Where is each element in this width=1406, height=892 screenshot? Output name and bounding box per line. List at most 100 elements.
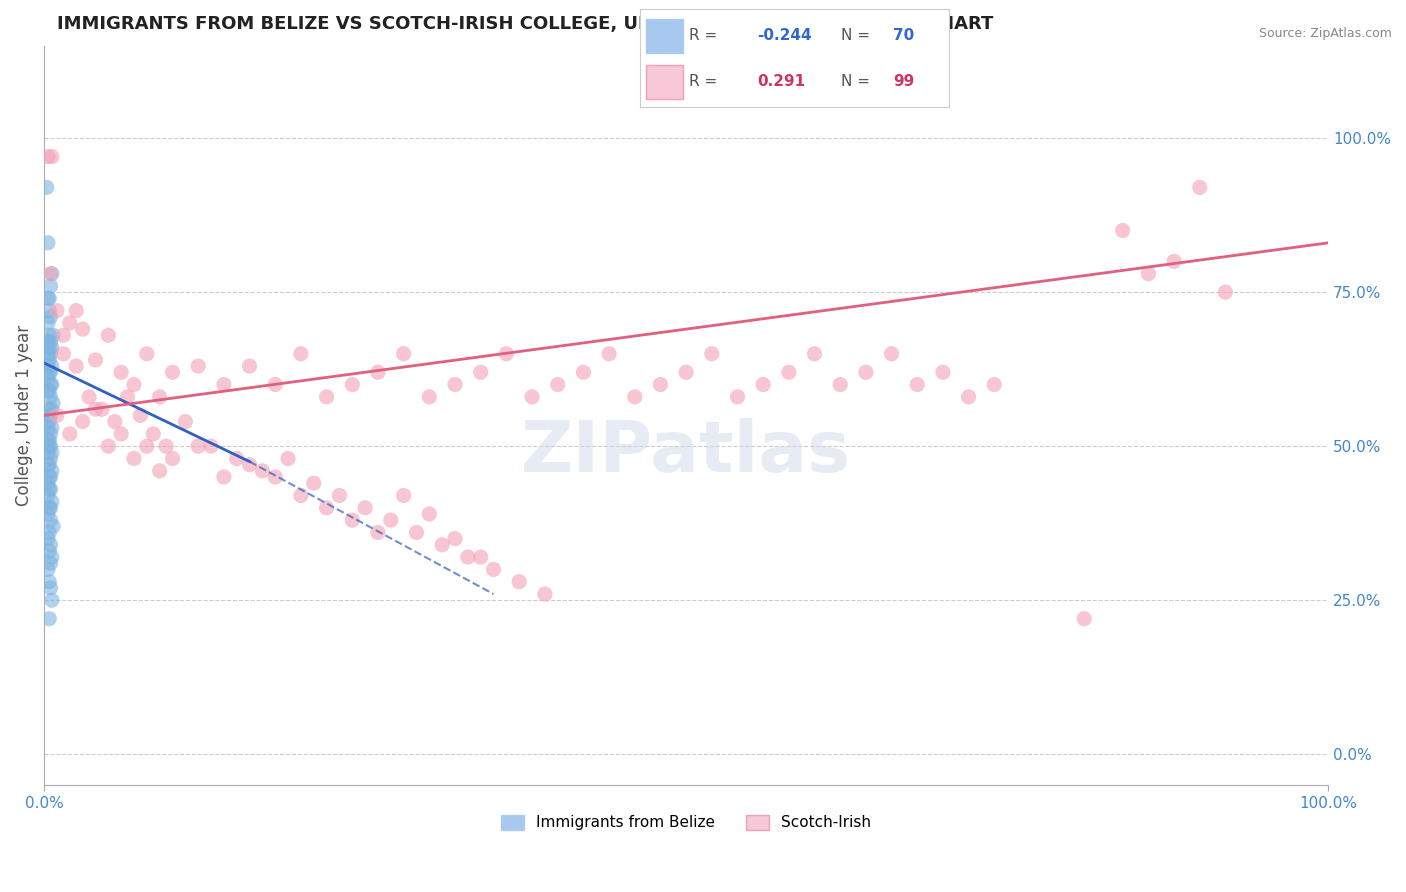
Point	[290, 488, 312, 502]
Text: 0.291: 0.291	[758, 74, 806, 89]
Point	[855, 365, 877, 379]
Point	[104, 415, 127, 429]
Point	[38, 415, 60, 429]
Point	[37, 409, 59, 423]
Point	[37, 532, 59, 546]
Point	[122, 451, 145, 466]
Point	[97, 328, 120, 343]
Point	[41, 402, 63, 417]
Point	[675, 365, 697, 379]
Text: 99: 99	[893, 74, 915, 89]
Point	[65, 359, 87, 373]
Point	[803, 347, 825, 361]
Point	[142, 426, 165, 441]
Point	[200, 439, 222, 453]
Point	[41, 593, 63, 607]
Point	[905, 377, 928, 392]
Point	[41, 445, 63, 459]
Point	[39, 470, 62, 484]
Point	[38, 544, 60, 558]
Legend: Immigrants from Belize, Scotch-Irish: Immigrants from Belize, Scotch-Irish	[495, 808, 877, 837]
Point	[39, 365, 62, 379]
Point	[39, 538, 62, 552]
Point	[65, 303, 87, 318]
Text: ZIPatlas: ZIPatlas	[522, 417, 851, 487]
Text: 70: 70	[893, 28, 915, 43]
Point	[38, 612, 60, 626]
Point	[444, 377, 467, 392]
Text: Source: ZipAtlas.com: Source: ZipAtlas.com	[1258, 27, 1392, 40]
Point	[135, 347, 157, 361]
Point	[1215, 285, 1237, 300]
Point	[39, 279, 62, 293]
Point	[39, 451, 62, 466]
Point	[39, 267, 62, 281]
Point	[84, 402, 107, 417]
Point	[46, 303, 69, 318]
Point	[354, 500, 377, 515]
Point	[302, 476, 325, 491]
Point	[405, 525, 427, 540]
Point	[39, 483, 62, 497]
Point	[367, 525, 389, 540]
Point	[59, 426, 82, 441]
Point	[778, 365, 800, 379]
FancyBboxPatch shape	[645, 19, 683, 54]
Point	[110, 365, 132, 379]
Point	[110, 426, 132, 441]
Point	[37, 433, 59, 447]
Point	[97, 439, 120, 453]
Text: IMMIGRANTS FROM BELIZE VS SCOTCH-IRISH COLLEGE, UNDER 1 YEAR CORRELATION CHART: IMMIGRANTS FROM BELIZE VS SCOTCH-IRISH C…	[58, 15, 993, 33]
Point	[430, 538, 453, 552]
Point	[508, 574, 530, 589]
Point	[37, 316, 59, 330]
Point	[38, 500, 60, 515]
Point	[84, 353, 107, 368]
Text: N =: N =	[841, 28, 870, 43]
Point	[752, 377, 775, 392]
Point	[39, 439, 62, 453]
Point	[37, 371, 59, 385]
Point	[38, 470, 60, 484]
Point	[650, 377, 672, 392]
Point	[39, 347, 62, 361]
Point	[212, 470, 235, 484]
Point	[457, 550, 479, 565]
Point	[212, 377, 235, 392]
Point	[38, 483, 60, 497]
Point	[39, 390, 62, 404]
Point	[38, 402, 60, 417]
Point	[35, 180, 58, 194]
Point	[547, 377, 569, 392]
Point	[39, 409, 62, 423]
Point	[39, 556, 62, 570]
Point	[700, 347, 723, 361]
Point	[38, 458, 60, 472]
Point	[39, 377, 62, 392]
Point	[470, 550, 492, 565]
Point	[42, 328, 65, 343]
FancyBboxPatch shape	[645, 65, 683, 99]
Point	[72, 322, 94, 336]
Text: -0.244: -0.244	[758, 28, 811, 43]
Point	[392, 488, 415, 502]
Point	[38, 439, 60, 453]
Point	[162, 451, 184, 466]
Point	[315, 390, 337, 404]
Point	[342, 377, 364, 392]
Point	[41, 464, 63, 478]
Point	[482, 562, 505, 576]
Point	[38, 341, 60, 355]
Point	[38, 353, 60, 368]
Point	[830, 377, 852, 392]
Point	[380, 513, 402, 527]
Point	[37, 445, 59, 459]
Point	[238, 458, 260, 472]
Point	[155, 439, 177, 453]
Point	[122, 377, 145, 392]
Point	[46, 409, 69, 423]
Text: N =: N =	[841, 74, 870, 89]
Point	[38, 328, 60, 343]
Point	[38, 574, 60, 589]
Point	[1188, 180, 1211, 194]
